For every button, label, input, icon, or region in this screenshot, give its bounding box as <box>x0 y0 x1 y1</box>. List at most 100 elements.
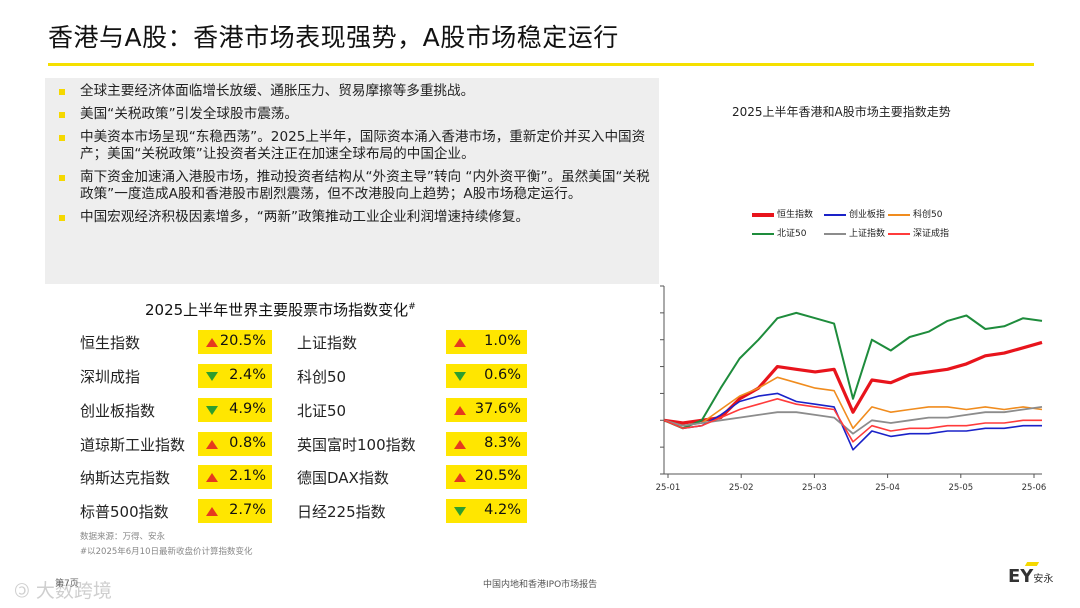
change-value: 0.8% <box>229 435 266 451</box>
table-title: 2025上半年世界主要股票市场指数变化# <box>145 299 416 320</box>
index-change: 2.7% <box>198 499 272 523</box>
logo-bar <box>1024 562 1040 566</box>
index-name: 标普500指数 <box>80 503 169 521</box>
index-name: 德国DAX指数 <box>297 469 389 487</box>
series-line-5 <box>663 398 1042 443</box>
legend-item: 恒生指数 <box>752 207 813 220</box>
index-change: 1.0% <box>446 330 527 354</box>
change-value: 2.4% <box>229 367 266 383</box>
title-rule <box>48 63 1034 66</box>
legend-swatch <box>824 213 846 216</box>
series-line-1 <box>663 392 1042 451</box>
triangle-down-icon <box>454 507 466 516</box>
calc-note: #以2025年6月10日最新收盘价计算指数变化 <box>80 547 253 557</box>
change-value: 2.7% <box>229 502 266 518</box>
triangle-down-icon <box>206 372 218 381</box>
legend-label: 科创50 <box>913 210 943 220</box>
page-number: 第7页 <box>55 579 79 589</box>
legend-item: 创业板指 <box>824 207 885 220</box>
legend-item: 北证50 <box>752 226 806 239</box>
bullet-item: 南下资金加速涌入港股市场，推动投资者结构从“外资主导”转向 “内外资平衡”。虽然… <box>55 169 651 203</box>
table-row: 创业板指数 4.9% 北证50 37.6% <box>0 398 1080 422</box>
index-name: 科创50 <box>297 368 347 386</box>
change-value: 1.0% <box>484 333 521 349</box>
index-change: 4.2% <box>446 499 527 523</box>
logo-text: EY <box>1008 566 1034 587</box>
x-tick-label: 25-06 <box>1022 483 1047 493</box>
legend-swatch <box>888 213 910 216</box>
triangle-up-icon <box>454 440 466 449</box>
index-change: 8.3% <box>446 432 527 456</box>
legend-label: 深证成指 <box>913 229 950 239</box>
triangle-down-icon <box>206 406 218 415</box>
change-value: 4.9% <box>229 401 266 417</box>
triangle-up-icon <box>454 406 466 415</box>
report-name: 中国内地和香港IPO市场报告 <box>483 580 598 590</box>
index-name: 道琼斯工业指数 <box>80 436 186 454</box>
index-line-chart: 25-01 25-02 25-03 25-04 25-05 25-06 <box>656 285 1047 493</box>
table-row: 道琼斯工业指数 0.8% 英国富时100指数 8.3% <box>0 432 1080 456</box>
table-row: 纳斯达克指数 2.1% 德国DAX指数 20.5% <box>0 465 1080 489</box>
bullet-item: 美国“关税政策”引发全球股市震荡。 <box>55 106 651 123</box>
index-name: 创业板指数 <box>80 402 156 420</box>
series-line-3 <box>663 311 1043 430</box>
triangle-up-icon <box>454 473 466 482</box>
table-row: 恒生指数 20.5% 上证指数 1.0% <box>0 330 1080 354</box>
x-tick-label: 25-05 <box>948 483 973 493</box>
index-change: 20.5% <box>446 465 527 489</box>
triangle-up-icon <box>206 338 218 347</box>
legend-label: 上证指数 <box>849 229 886 239</box>
table-row: 深圳成指 2.4% 科创50 0.6% <box>0 364 1080 388</box>
change-value: 20.5% <box>219 333 266 349</box>
legend-item: 深证成指 <box>888 226 949 239</box>
table-title-text: 2025上半年世界主要股票市场指数变化 <box>145 301 409 319</box>
index-name: 北证50 <box>297 402 347 420</box>
change-value: 4.2% <box>484 502 521 518</box>
legend-label: 创业板指 <box>849 210 886 220</box>
bullet-item: 全球主要经济体面临增长放缓、通胀压力、贸易摩擦等多重挑战。 <box>55 83 651 100</box>
change-value: 20.5% <box>474 468 521 484</box>
index-change: 4.9% <box>198 398 272 422</box>
index-change: 0.6% <box>446 364 527 388</box>
index-name: 日经225指数 <box>297 503 386 521</box>
triangle-up-icon <box>454 338 466 347</box>
series-line-2 <box>663 376 1043 430</box>
index-name: 英国富时100指数 <box>297 436 416 454</box>
x-tick-label: 25-02 <box>729 483 754 493</box>
triangle-up-icon <box>206 507 218 516</box>
change-value: 37.6% <box>474 401 521 417</box>
legend-swatch <box>752 212 774 217</box>
index-change: 2.4% <box>198 364 272 388</box>
page-title: 香港与A股：香港市场表现强势，A股市场稳定运行 <box>48 23 619 52</box>
ey-logo: EY安永 <box>1008 562 1054 587</box>
index-change: 37.6% <box>446 398 527 422</box>
legend-item: 科创50 <box>888 207 942 220</box>
x-tick-label: 25-03 <box>802 483 827 493</box>
change-value: 0.6% <box>484 367 521 383</box>
logo-sub: 安永 <box>1033 574 1054 585</box>
index-name: 上证指数 <box>297 334 358 352</box>
legend-label: 北证50 <box>777 229 807 239</box>
change-value: 2.1% <box>229 468 266 484</box>
legend-label: 恒生指数 <box>777 210 814 220</box>
change-value: 8.3% <box>484 435 521 451</box>
index-name: 纳斯达克指数 <box>80 469 171 487</box>
x-tick-label: 25-04 <box>875 483 900 493</box>
chart-title: 2025上半年香港和A股市场主要指数走势 <box>732 105 951 119</box>
legend-item: 上证指数 <box>824 226 885 239</box>
triangle-down-icon <box>454 372 466 381</box>
bullet-item: 中美资本市场呈现“东稳西荡”。2025上半年，国际资本涌入香港市场，重新定价并买… <box>55 129 651 163</box>
triangle-up-icon <box>206 473 218 482</box>
index-name: 深圳成指 <box>80 368 141 386</box>
source-note: 数据来源：万得、安永 <box>80 532 166 542</box>
x-tick-label: 25-01 <box>656 483 681 493</box>
legend-swatch <box>888 232 910 235</box>
table-row: 标普500指数 2.7% 日经225指数 4.2% <box>0 499 1080 523</box>
bullet-panel: 全球主要经济体面临增长放缓、通胀压力、贸易摩擦等多重挑战。 美国“关税政策”引发… <box>45 78 659 284</box>
series-line-0 <box>663 340 1043 425</box>
legend-swatch <box>752 232 774 235</box>
legend-swatch <box>824 232 846 235</box>
index-change: 0.8% <box>198 432 272 456</box>
triangle-up-icon <box>206 440 218 449</box>
index-name: 恒生指数 <box>80 334 141 352</box>
